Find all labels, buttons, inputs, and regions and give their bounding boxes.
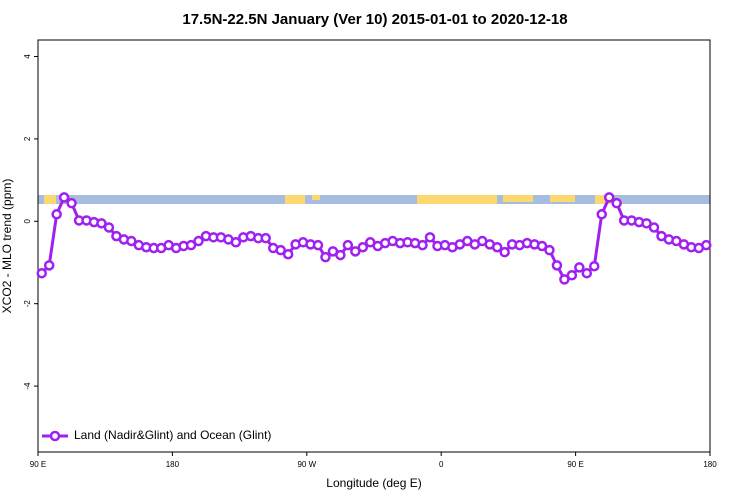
data-point [126,235,137,247]
data-point [641,218,652,229]
data-point [66,197,77,209]
land-patch [312,195,320,200]
data-point [335,249,346,261]
data-point [320,251,331,263]
legend: Land (Nadir&Glint) and Ocean (Glint) [42,428,271,442]
data-point [96,218,107,229]
data-point [230,237,242,248]
land-patch [417,195,497,204]
x-tick-label: 0 [439,460,444,469]
data-point [260,232,271,244]
data-point [701,239,712,251]
x-tick-label: 90 E [30,460,46,469]
chart-title: 17.5N-22.5N January (Ver 10) 2015-01-01 … [182,11,567,28]
x-axis-title: Longitude (deg E) [326,476,421,490]
data-point [589,260,600,272]
y-tick-label: 4 [23,54,32,59]
data-point [574,262,585,273]
legend-label: Land (Nadir&Glint) and Ocean (Glint) [74,428,271,442]
x-tick-label: 90 W [297,460,316,469]
data-point [491,241,503,253]
land-patch [44,195,56,204]
data-point [36,267,47,279]
data-point [312,239,324,251]
data-point [357,241,369,253]
data-point [43,260,55,271]
data-point [193,235,204,247]
data-point [551,260,563,271]
data-point [603,192,615,203]
data-point [581,267,593,279]
land-patch [550,195,575,202]
data-point [185,239,197,251]
data-point [342,239,354,251]
data-point [596,209,607,220]
data-point [648,222,660,233]
x-tick-label: 90 E [567,460,583,469]
y-tick-label: -2 [23,300,32,308]
data-point [417,239,428,251]
data-point [103,222,115,233]
data-point [424,232,436,243]
data-point [58,192,70,203]
data-point [350,246,361,257]
data-point [566,270,578,281]
data-point [559,274,570,285]
y-tick-label: -4 [23,382,32,390]
legend-marker [49,430,61,442]
land-patch [595,195,613,204]
data-point [275,244,286,256]
data-point [544,244,555,256]
data-point [282,248,294,260]
y-tick-label: 0 [23,219,32,224]
y-tick-label: 2 [23,136,32,141]
land-patch [503,195,533,202]
x-tick-label: 180 [703,460,717,469]
x-tick-label: 180 [166,460,180,469]
y-axis-title: XCO2 - MLO trend (ppm) [0,179,14,314]
ocean-strip [38,195,710,204]
data-point [51,209,62,220]
data-point [536,240,548,252]
data-point [499,246,510,258]
land-patch [285,195,305,204]
land-ocean-band [38,195,710,204]
data-point [611,197,622,209]
